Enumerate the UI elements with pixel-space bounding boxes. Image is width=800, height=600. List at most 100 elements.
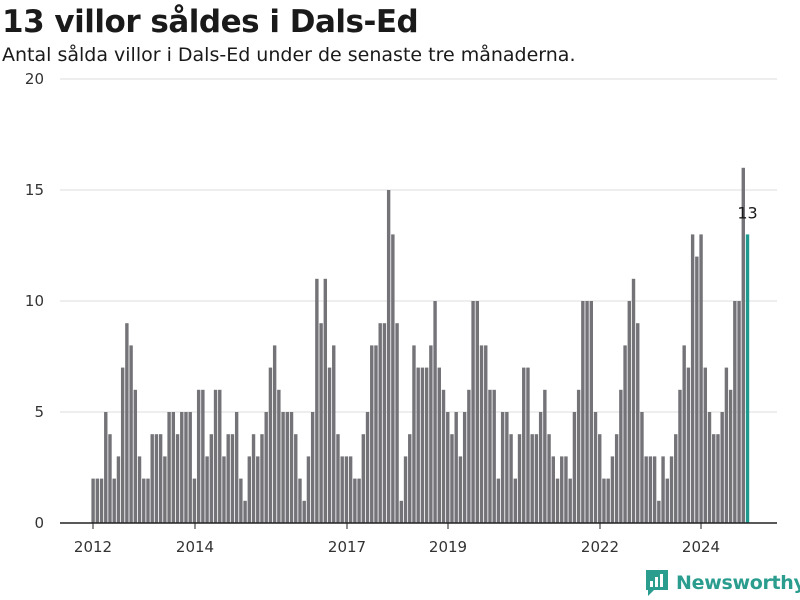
bar: [285, 412, 290, 523]
bar: [492, 389, 496, 523]
bar: [180, 412, 184, 523]
chart-subtitle: Antal sålda villor i Dals-Ed under de se…: [2, 44, 576, 66]
bar: [454, 412, 458, 523]
last-value-label: 13: [737, 203, 757, 222]
bar: [218, 389, 222, 523]
bar: [340, 456, 344, 523]
bar: [391, 234, 395, 523]
bar: [323, 278, 328, 523]
bar: [247, 456, 252, 523]
bar: [222, 456, 226, 523]
bar: [395, 323, 399, 523]
bar: [661, 456, 665, 523]
bar: [424, 367, 429, 523]
bar: [167, 412, 171, 523]
bar: [99, 478, 104, 523]
bar: [699, 234, 703, 523]
chart-title: 13 villor såldes i Dals-Ed: [2, 4, 419, 40]
bar: [619, 389, 623, 523]
bar: [386, 190, 391, 523]
bar: [513, 478, 517, 523]
bar: [239, 478, 243, 523]
bar: [576, 389, 581, 523]
bar: [737, 301, 741, 523]
bar: [192, 478, 197, 523]
bar: [674, 434, 678, 523]
bar: [277, 389, 281, 523]
bar: [648, 456, 653, 523]
bar: [716, 434, 720, 523]
bar: [137, 456, 142, 523]
bar: [678, 389, 682, 523]
bar: [496, 478, 501, 523]
x-tick-label: 2017: [328, 538, 366, 556]
bar: [129, 345, 133, 523]
bar: [243, 500, 247, 523]
bar: [116, 456, 121, 523]
bar: [332, 345, 336, 523]
x-tick-label: 2014: [176, 538, 214, 556]
bar: [724, 367, 729, 523]
bar: [665, 478, 669, 523]
bar: [251, 434, 256, 523]
bar: [657, 500, 661, 523]
bar: [154, 434, 159, 523]
bar: [610, 456, 615, 523]
bar: [120, 367, 125, 523]
bar: [627, 301, 631, 523]
bar: [412, 345, 416, 523]
bar: [720, 412, 724, 523]
bar: [319, 323, 323, 523]
bar: [95, 478, 100, 523]
bar: [695, 256, 699, 523]
bar: [568, 478, 572, 523]
bar: [433, 301, 437, 523]
bar: [682, 345, 686, 523]
bar: [488, 389, 492, 523]
bar: [429, 345, 433, 523]
bar: [614, 434, 619, 523]
bar: [543, 389, 547, 523]
bar: [652, 456, 657, 523]
bar: [733, 301, 737, 523]
bar: [201, 389, 205, 523]
bar: [420, 367, 425, 523]
bar: [163, 456, 167, 523]
bar: [298, 478, 302, 523]
bar: [175, 434, 180, 523]
y-tick-label: 20: [25, 70, 44, 88]
bar: [538, 412, 543, 523]
bar: [108, 434, 112, 523]
bar: [294, 434, 298, 523]
bar: [707, 412, 712, 523]
bar: [623, 345, 627, 523]
bar: [551, 456, 555, 523]
x-tick-label: 2022: [581, 538, 619, 556]
bar: [256, 456, 260, 523]
bar: [344, 456, 349, 523]
bar: [234, 412, 239, 523]
bar-highlighted: [745, 234, 750, 523]
bar: [370, 345, 374, 523]
bar: [226, 434, 230, 523]
bar: [479, 345, 484, 523]
bar: [361, 434, 366, 523]
bar: [150, 434, 154, 523]
x-tick-label: 2019: [429, 538, 467, 556]
bar: [91, 478, 95, 523]
x-axis-ticks: 2012 2014 2017 2019 2022 2024: [74, 523, 720, 556]
y-tick-label: 15: [25, 181, 44, 199]
bar: [142, 478, 146, 523]
bar: [640, 412, 644, 523]
bar: [416, 367, 420, 523]
bar: [268, 367, 273, 523]
bar: [517, 434, 522, 523]
bar: [530, 434, 534, 523]
bar: [403, 456, 408, 523]
newsworthy-logo-icon: [646, 570, 668, 596]
y-tick-label: 0: [34, 514, 44, 532]
bar: [441, 389, 446, 523]
bar: [703, 367, 707, 523]
bar: [264, 412, 268, 523]
newsworthy-logo: Newsworthy: [644, 568, 800, 598]
